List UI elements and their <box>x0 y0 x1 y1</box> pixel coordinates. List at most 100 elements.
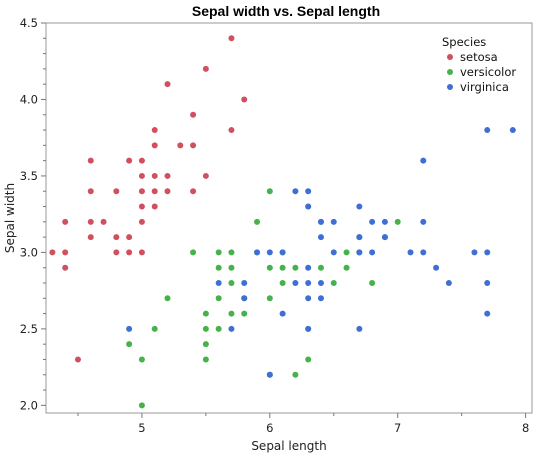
data-point-virginica <box>317 234 324 241</box>
data-point-setosa <box>62 264 69 271</box>
data-point-virginica <box>241 280 248 286</box>
data-point-versicolor <box>266 295 273 302</box>
data-point-virginica <box>292 188 299 195</box>
data-point-versicolor <box>215 325 222 332</box>
data-point-setosa <box>202 172 209 179</box>
data-point-virginica <box>266 249 273 256</box>
data-point-setosa <box>164 172 171 179</box>
data-point-virginica <box>241 295 248 302</box>
data-point-setosa <box>241 96 248 103</box>
data-point-versicolor <box>254 218 261 225</box>
data-point-setosa <box>74 356 81 363</box>
data-point-versicolor <box>292 264 299 271</box>
data-point-versicolor <box>241 310 248 317</box>
data-point-setosa <box>62 218 69 225</box>
data-point-setosa <box>228 127 235 134</box>
data-point-versicolor <box>228 310 235 317</box>
data-point-setosa <box>87 157 94 164</box>
legend-label-versicolor: versicolor <box>460 65 516 79</box>
data-point-virginica <box>305 280 312 286</box>
data-point-setosa <box>87 188 94 195</box>
data-point-virginica <box>369 218 376 225</box>
data-point-virginica <box>407 249 414 256</box>
data-point-versicolor <box>305 356 312 363</box>
data-point-versicolor <box>228 249 235 256</box>
data-point-virginica <box>471 249 478 256</box>
data-point-virginica <box>484 280 491 286</box>
data-point-virginica <box>254 249 261 256</box>
data-point-versicolor <box>279 280 286 286</box>
data-point-versicolor <box>228 264 235 271</box>
y-tick-label: 3.0 <box>20 245 38 259</box>
y-axis-label: Sepal width <box>3 183 17 253</box>
data-point-setosa <box>151 142 158 149</box>
data-point-setosa <box>138 249 145 256</box>
x-tick-label: 5 <box>138 421 145 435</box>
data-point-virginica <box>381 218 388 225</box>
data-point-virginica <box>305 264 312 271</box>
data-point-versicolor <box>202 310 209 317</box>
data-point-virginica <box>484 249 491 256</box>
data-point-versicolor <box>215 295 222 302</box>
data-point-setosa <box>113 249 120 256</box>
data-point-setosa <box>190 111 197 118</box>
data-point-versicolor <box>138 402 145 409</box>
data-point-setosa <box>151 127 158 134</box>
data-point-setosa <box>62 249 69 256</box>
legend-marker-virginica <box>447 84 453 90</box>
data-point-virginica <box>292 280 299 286</box>
data-point-setosa <box>190 188 197 195</box>
data-point-setosa <box>87 234 94 241</box>
data-point-versicolor <box>394 218 401 225</box>
legend-title: Species <box>442 35 486 49</box>
data-point-virginica <box>317 295 324 302</box>
data-point-setosa <box>190 142 197 149</box>
data-point-setosa <box>228 35 235 42</box>
data-point-virginica <box>433 264 440 271</box>
data-point-versicolor <box>151 325 158 332</box>
data-point-setosa <box>126 234 133 241</box>
data-point-virginica <box>317 218 324 225</box>
data-point-versicolor <box>138 356 145 363</box>
legend-label-virginica: virginica <box>460 80 509 94</box>
data-point-virginica <box>484 310 491 317</box>
data-point-setosa <box>87 218 94 225</box>
data-point-virginica <box>330 218 337 225</box>
legend-label-setosa: setosa <box>460 50 498 64</box>
y-axis: 2.0 2.5 3.0 3.5 4.0 4.5 <box>20 16 46 412</box>
data-point-virginica <box>305 188 312 195</box>
data-point-virginica <box>484 127 491 134</box>
y-tick-label: 4.0 <box>20 92 38 106</box>
data-point-versicolor <box>126 341 133 348</box>
x-tick-label: 7 <box>394 421 401 435</box>
data-point-setosa <box>113 234 120 241</box>
data-point-versicolor <box>369 280 376 286</box>
data-point-versicolor <box>266 264 273 271</box>
series-setosa <box>49 35 248 363</box>
data-point-versicolor <box>330 280 337 286</box>
data-point-virginica <box>381 234 388 241</box>
y-tick-label: 3.5 <box>20 169 38 183</box>
data-point-versicolor <box>215 249 222 256</box>
data-point-setosa <box>126 157 133 164</box>
y-tick-label: 4.5 <box>20 16 38 30</box>
data-point-versicolor <box>202 325 209 332</box>
data-point-versicolor <box>266 188 273 195</box>
data-point-setosa <box>113 188 120 195</box>
data-point-setosa <box>151 203 158 210</box>
data-point-virginica <box>369 249 376 256</box>
data-point-virginica <box>305 295 312 302</box>
data-point-setosa <box>202 65 209 72</box>
x-axis-label: Sepal length <box>251 439 326 453</box>
legend-marker-versicolor <box>447 69 453 75</box>
data-point-virginica <box>330 249 337 256</box>
data-point-virginica <box>266 371 273 378</box>
series-virginica <box>126 127 516 378</box>
data-point-virginica <box>305 203 312 210</box>
data-point-versicolor <box>164 295 171 302</box>
data-point-setosa <box>151 188 158 195</box>
data-point-virginica <box>305 325 312 332</box>
data-point-setosa <box>49 249 56 256</box>
legend-marker-setosa <box>447 54 453 60</box>
